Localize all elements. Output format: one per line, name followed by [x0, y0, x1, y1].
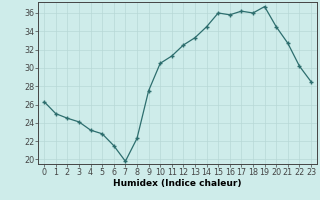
- X-axis label: Humidex (Indice chaleur): Humidex (Indice chaleur): [113, 179, 242, 188]
